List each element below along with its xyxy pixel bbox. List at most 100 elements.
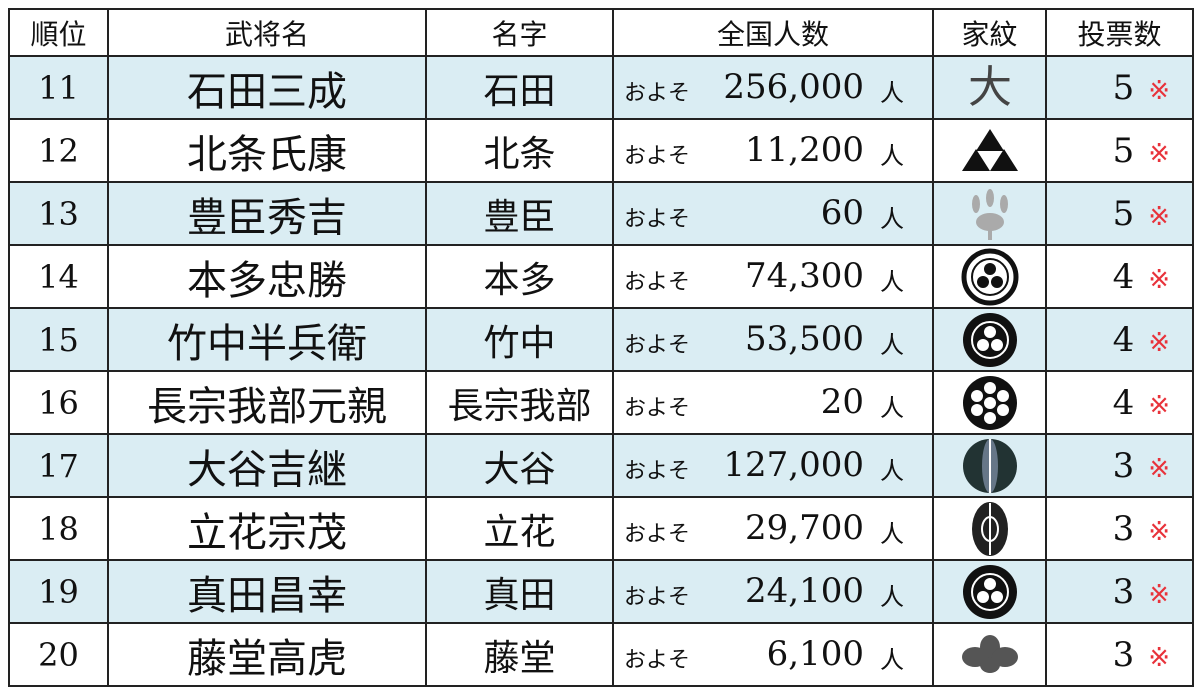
votes-cell: 3 ※ <box>1045 433 1194 498</box>
mukai-cho-icon <box>962 438 1017 493</box>
note-mark: ※ <box>1148 579 1170 610</box>
population-cell: およそ 20 人 <box>612 370 934 435</box>
surname-cell: 竹中 <box>425 307 614 372</box>
population-value: 60 <box>820 193 864 233</box>
surname-cell: 本多 <box>425 244 614 309</box>
rank-cell: 18 <box>8 496 109 561</box>
population-value: 127,000 <box>723 445 864 485</box>
population-cell: およそ 127,000 人 <box>612 433 934 498</box>
warlord-name-cell: 立花宗茂 <box>107 496 427 561</box>
note-mark: ※ <box>1148 390 1170 421</box>
header-myoji: 名字 <box>425 8 614 57</box>
rank-cell: 11 <box>8 55 109 120</box>
table-row: 17 大谷吉継 大谷 およそ 127,000 人 3 ※ <box>8 433 1194 498</box>
rank-cell: 16 <box>8 370 109 435</box>
table-row: 20 藤堂高虎 藤堂 およそ 6,100 人 3 ※ <box>8 622 1194 687</box>
population-value: 20 <box>820 382 864 422</box>
header-row: 順位 武将名 名字 全国人数 家紋 投票数 <box>8 8 1194 57</box>
unit-label: 人 <box>880 79 904 107</box>
unit-label: 人 <box>880 205 904 233</box>
maru-ni-tachi-aoi-icon <box>961 248 1018 305</box>
note-mark: ※ <box>1148 642 1170 673</box>
votes-value: 3 <box>1112 634 1135 675</box>
rank-cell: 20 <box>8 622 109 687</box>
about-label: およそ <box>624 585 691 610</box>
note-mark: ※ <box>1148 75 1170 106</box>
surname-cell: 石田 <box>425 55 614 120</box>
daiichi-daiman-daikichi-icon: 大 <box>968 62 1012 113</box>
votes-cell: 3 ※ <box>1045 622 1194 687</box>
kamon-cell <box>932 496 1047 561</box>
table-row: 16 長宗我部元親 長宗我部 およそ 20 人 4 ※ <box>8 370 1194 435</box>
warlord-name-cell: 竹中半兵衛 <box>107 307 427 372</box>
note-mark: ※ <box>1148 201 1170 232</box>
warlord-name-cell: 大谷吉継 <box>107 433 427 498</box>
about-label: およそ <box>624 333 691 358</box>
unit-label: 人 <box>880 142 904 170</box>
population-cell: およそ 74,300 人 <box>612 244 934 309</box>
unit-label: 人 <box>880 331 904 359</box>
header-name: 武将名 <box>107 8 427 57</box>
table-row: 13 豊臣秀吉 豊臣 およそ 60 人 5 ※ <box>8 181 1194 246</box>
kuruma-icon <box>962 312 1017 367</box>
votes-value: 4 <box>1112 319 1135 360</box>
note-mark: ※ <box>1148 327 1170 358</box>
kamon-cell <box>932 559 1047 624</box>
votes-value: 3 <box>1112 445 1135 486</box>
warlord-name-cell: 長宗我部元親 <box>107 370 427 435</box>
surname-cell: 長宗我部 <box>425 370 614 435</box>
katabami-icon <box>962 375 1017 430</box>
warlord-name-cell: 豊臣秀吉 <box>107 181 427 246</box>
votes-cell: 4 ※ <box>1045 307 1194 372</box>
votes-value: 3 <box>1112 508 1135 549</box>
rank-cell: 19 <box>8 559 109 624</box>
tsuta-icon <box>961 634 1018 673</box>
header-rank: 順位 <box>8 8 109 57</box>
votes-value: 5 <box>1112 67 1135 108</box>
mitsu-uroko-icon <box>961 128 1018 171</box>
population-cell: およそ 24,100 人 <box>612 559 934 624</box>
header-votes: 投票数 <box>1045 8 1194 57</box>
table-row: 18 立花宗茂 立花 およそ 29,700 人 3 ※ <box>8 496 1194 561</box>
votes-value: 4 <box>1112 382 1135 423</box>
unit-label: 人 <box>880 394 904 422</box>
population-value: 29,700 <box>745 508 864 548</box>
population-cell: およそ 256,000 人 <box>612 55 934 120</box>
warlord-name-cell: 藤堂高虎 <box>107 622 427 687</box>
votes-cell: 4 ※ <box>1045 370 1194 435</box>
population-value: 11,200 <box>745 130 864 170</box>
warlord-name-cell: 北条氏康 <box>107 118 427 183</box>
kamon-cell <box>932 622 1047 687</box>
votes-value: 4 <box>1112 256 1135 297</box>
about-label: およそ <box>624 270 691 295</box>
header-kamon: 家紋 <box>932 8 1047 57</box>
votes-cell: 5 ※ <box>1045 118 1194 183</box>
votes-value: 5 <box>1112 130 1135 171</box>
population-value: 256,000 <box>723 67 864 107</box>
votes-cell: 5 ※ <box>1045 55 1194 120</box>
kamon-cell <box>932 118 1047 183</box>
surname-cell: 藤堂 <box>425 622 614 687</box>
about-label: およそ <box>624 207 691 232</box>
unit-label: 人 <box>880 268 904 296</box>
header-population: 全国人数 <box>612 8 934 57</box>
warlord-name-cell: 真田昌幸 <box>107 559 427 624</box>
unit-label: 人 <box>880 583 904 611</box>
population-cell: およそ 60 人 <box>612 181 934 246</box>
surname-cell: 大谷 <box>425 433 614 498</box>
warlord-name-cell: 本多忠勝 <box>107 244 427 309</box>
population-cell: およそ 11,200 人 <box>612 118 934 183</box>
kiri-icon <box>971 188 1008 240</box>
surname-cell: 豊臣 <box>425 181 614 246</box>
ranking-table: 順位 武将名 名字 全国人数 家紋 投票数 11 石田三成 石田およそ 256,000… <box>8 8 1194 687</box>
unit-label: 人 <box>880 457 904 485</box>
table-row: 12 北条氏康 北条 およそ 11,200 人 5 ※ <box>8 118 1194 183</box>
rokumonsen-icon <box>962 564 1017 619</box>
about-label: およそ <box>624 522 691 547</box>
population-value: 74,300 <box>745 256 864 296</box>
warlord-name-cell: 石田三成 <box>107 55 427 120</box>
population-value: 6,100 <box>766 634 864 674</box>
votes-value: 3 <box>1112 571 1135 612</box>
table-row: 19 真田昌幸 真田 およそ 24,100 人 3 ※ <box>8 559 1194 624</box>
about-label: およそ <box>624 396 691 421</box>
